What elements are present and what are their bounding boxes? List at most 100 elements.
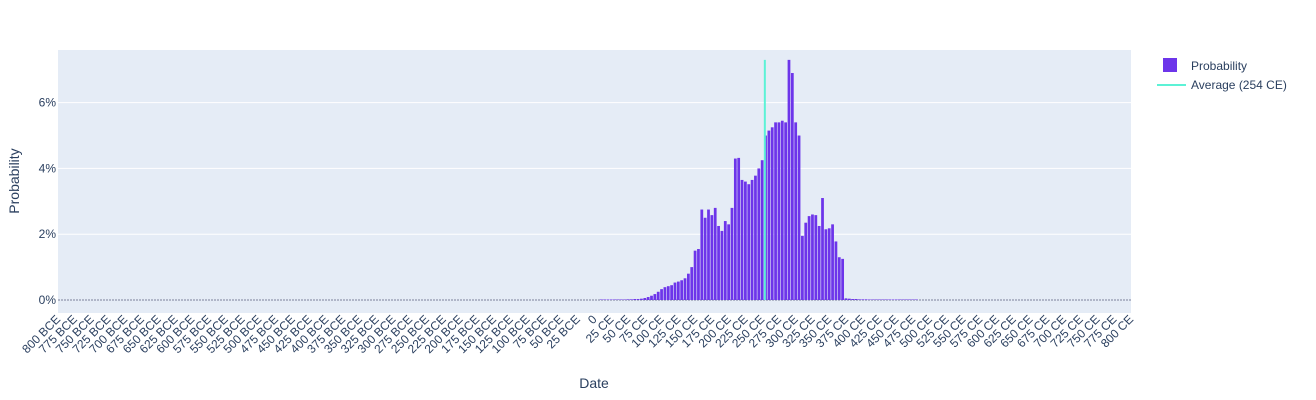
bar — [613, 299, 616, 300]
bar — [703, 217, 707, 300]
legend-label-average: Average (254 CE) — [1191, 78, 1287, 92]
bar — [851, 299, 855, 300]
bar — [871, 299, 875, 300]
bar — [737, 157, 741, 300]
bar — [633, 299, 637, 300]
bar — [730, 207, 734, 300]
bar — [824, 229, 828, 300]
x-axis-title: Date — [579, 375, 609, 391]
bar — [710, 215, 714, 300]
bar — [801, 235, 804, 300]
y-tick-label: 6% — [39, 96, 57, 110]
bar — [834, 241, 838, 300]
bar — [777, 122, 781, 300]
bar — [646, 297, 650, 300]
bar — [821, 198, 824, 300]
bar — [827, 228, 831, 300]
bar — [841, 258, 845, 300]
bar — [780, 120, 784, 300]
legend-swatch-probability — [1163, 58, 1177, 72]
bar — [847, 298, 851, 300]
bar — [904, 299, 908, 300]
bar — [619, 299, 623, 300]
bar — [854, 299, 858, 300]
bar — [720, 230, 724, 300]
bar — [687, 273, 690, 300]
bar — [717, 225, 720, 300]
bar — [640, 298, 643, 300]
bar — [787, 59, 791, 300]
bar — [884, 299, 888, 300]
y-axis-title: Probability — [6, 148, 22, 213]
bar — [700, 209, 704, 300]
legend: Probability Average (254 CE) — [1157, 58, 1287, 92]
y-gridlines — [58, 102, 1131, 301]
bar — [790, 73, 794, 301]
bar — [797, 135, 801, 300]
bar — [609, 299, 613, 300]
plot-background — [58, 50, 1131, 313]
bar — [861, 299, 865, 300]
bar — [693, 250, 697, 300]
bar — [697, 249, 700, 300]
bar — [814, 215, 818, 300]
bar — [630, 299, 633, 300]
bar — [733, 158, 737, 300]
bar — [744, 181, 747, 300]
bar — [804, 222, 808, 300]
bar — [670, 285, 673, 300]
bar — [599, 299, 603, 300]
bar — [676, 281, 680, 300]
bar — [750, 179, 754, 300]
bar — [774, 122, 777, 300]
bar — [837, 257, 841, 300]
bar — [663, 287, 667, 300]
bar — [891, 299, 895, 300]
bar — [666, 286, 670, 300]
bar — [831, 224, 834, 300]
bar — [888, 299, 891, 300]
bar — [874, 299, 878, 300]
bar — [881, 299, 885, 300]
legend-label-probability: Probability — [1191, 59, 1247, 73]
bar — [707, 209, 710, 300]
bar — [878, 299, 881, 300]
bar — [653, 294, 657, 300]
bar — [817, 225, 821, 300]
bar — [844, 298, 848, 300]
bar — [901, 299, 905, 300]
bar — [636, 299, 640, 300]
bar — [858, 299, 861, 300]
bar — [683, 278, 687, 300]
bar — [915, 299, 918, 300]
bar — [911, 299, 915, 300]
bar — [754, 175, 757, 300]
bar — [747, 184, 751, 300]
y-tick-label: 4% — [39, 161, 57, 175]
bar — [723, 221, 727, 300]
bar — [660, 289, 663, 300]
bar — [626, 299, 630, 300]
bar — [868, 299, 871, 300]
bar — [794, 122, 798, 300]
bar — [623, 299, 627, 300]
bar — [616, 299, 620, 300]
y-tick-label: 2% — [39, 227, 57, 241]
bar — [680, 280, 684, 300]
bars — [599, 59, 918, 301]
bar — [760, 160, 764, 300]
bar — [727, 224, 731, 300]
bar — [908, 299, 912, 300]
y-axis-ticks: 0% 2% 4% 6% — [39, 96, 57, 307]
bar — [713, 207, 717, 300]
bar — [740, 179, 744, 300]
bar — [770, 127, 774, 300]
bar — [673, 282, 677, 300]
bar — [898, 299, 902, 300]
bar — [894, 299, 898, 300]
bar — [643, 298, 647, 300]
bar — [757, 168, 761, 300]
bar — [784, 122, 788, 300]
